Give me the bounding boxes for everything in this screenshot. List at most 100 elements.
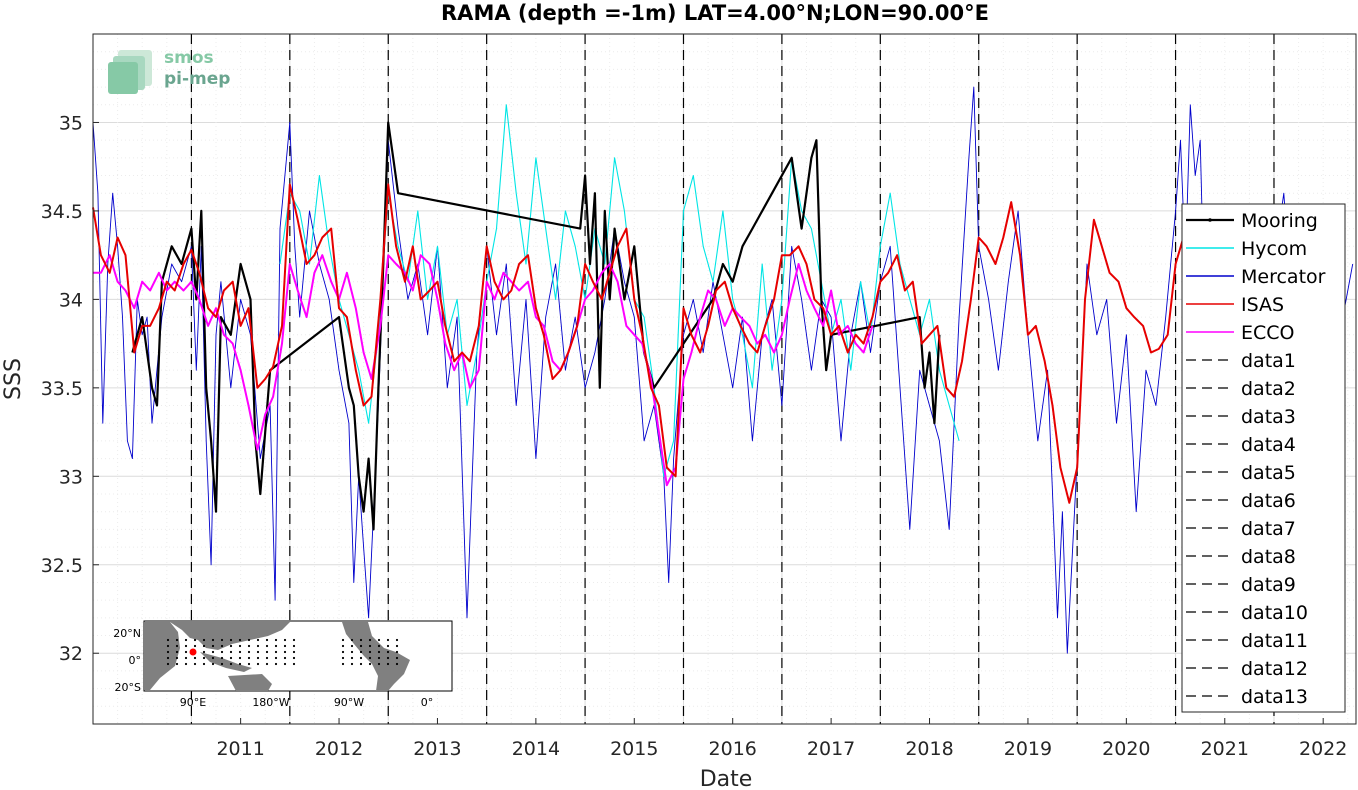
map-dot — [238, 650, 242, 654]
x-tick-label: 2014 — [512, 738, 560, 760]
map-dot — [341, 638, 345, 642]
map-dot — [368, 656, 372, 660]
map-dot — [238, 662, 242, 666]
map-dot — [247, 650, 251, 654]
y-tick-label: 33 — [59, 466, 83, 488]
x-tick-label: 2018 — [905, 738, 953, 760]
legend-label-data6: data6 — [1241, 490, 1296, 512]
inset-map-land-americas — [342, 622, 410, 691]
map-dot — [386, 650, 390, 654]
map-dot — [256, 656, 260, 660]
map-dot — [193, 662, 197, 666]
map-dot — [238, 656, 242, 660]
map-lon-label-0: 0° — [421, 696, 434, 709]
legend-label-hycom: Hycom — [1241, 238, 1307, 260]
map-dot — [229, 644, 233, 648]
y-tick-label: 32 — [59, 643, 83, 665]
map-dot — [350, 650, 354, 654]
legend-label-data11: data11 — [1241, 630, 1308, 652]
logo-text-smos: smos — [164, 48, 214, 68]
y-tick-label: 32.5 — [41, 555, 83, 577]
map-dot — [211, 662, 215, 666]
map-dot — [368, 644, 372, 648]
map-dot — [377, 644, 381, 648]
map-dot — [238, 638, 242, 642]
x-tick-label: 2017 — [807, 738, 855, 760]
smos-pimep-logo: smos pi-mep — [108, 48, 230, 94]
map-dot — [256, 638, 260, 642]
map-lat-label-20n: 20°N — [113, 627, 141, 640]
map-dot — [220, 656, 224, 660]
map-dot — [184, 638, 188, 642]
y-tick-label: 34.5 — [41, 201, 83, 223]
legend-label-data10: data10 — [1241, 602, 1308, 624]
map-dot — [292, 650, 296, 654]
legend-label-isas: ISAS — [1241, 294, 1284, 316]
map-dot — [166, 662, 170, 666]
map-dot — [359, 656, 363, 660]
map-dot — [386, 662, 390, 666]
map-dot — [211, 656, 215, 660]
map-dot — [350, 638, 354, 642]
series-ecco-line — [93, 254, 874, 487]
map-dot — [341, 662, 345, 666]
legend: Mooring Hycom Mercator ISAS ECCO data1 data2 da… — [1181, 203, 1346, 713]
map-dot — [292, 644, 296, 648]
map-dot — [274, 650, 278, 654]
series-mooring-line — [131, 121, 941, 531]
inset-map: 20°N 0° 20°S 90°E 180°W 90°W 0° — [113, 620, 453, 709]
year-marker-lines — [190, 34, 1275, 724]
map-dot — [395, 638, 399, 642]
y-tick-label: 34 — [59, 289, 83, 311]
x-tick-labels: 2011 2012 2013 2014 2015 2016 2017 2018 2019 2020… — [216, 718, 1347, 760]
map-dot — [175, 638, 179, 642]
map-dot — [166, 644, 170, 648]
map-dot — [211, 644, 215, 648]
map-dot — [211, 650, 215, 654]
x-tick-label: 2013 — [413, 738, 461, 760]
x-tick-label: 2020 — [1102, 738, 1150, 760]
map-dot — [265, 644, 269, 648]
map-dot — [395, 662, 399, 666]
logo-mark-front — [108, 62, 138, 94]
map-dot — [265, 638, 269, 642]
x-tick-label: 2021 — [1201, 738, 1249, 760]
legend-label-data9: data9 — [1241, 574, 1296, 596]
map-dot — [202, 656, 206, 660]
legend-box — [1181, 203, 1346, 713]
map-dot — [395, 644, 399, 648]
x-tick-label: 2019 — [1004, 738, 1052, 760]
map-dot — [350, 644, 354, 648]
map-dot — [247, 638, 251, 642]
y-axis-label: SSS — [1, 358, 26, 400]
inset-map-land-australia — [228, 674, 272, 691]
map-dot — [256, 662, 260, 666]
map-dot — [377, 656, 381, 660]
map-dot — [193, 638, 197, 642]
map-dot — [292, 656, 296, 660]
map-lat-label-0: 0° — [129, 654, 142, 667]
map-dot — [166, 638, 170, 642]
map-dot — [386, 644, 390, 648]
map-dot — [395, 650, 399, 654]
map-dot — [341, 650, 345, 654]
map-dot — [229, 656, 233, 660]
map-lon-label-90w: 90°W — [334, 696, 364, 709]
map-dot — [220, 638, 224, 642]
inset-map-land-africa — [144, 622, 180, 690]
map-dot — [350, 656, 354, 660]
map-dot — [184, 662, 188, 666]
map-dot — [229, 638, 233, 642]
map-dot — [220, 662, 224, 666]
map-dot — [368, 662, 372, 666]
x-tick-label: 2012 — [315, 738, 363, 760]
map-dot — [202, 638, 206, 642]
inset-map-station-marker — [189, 648, 197, 656]
map-dot — [184, 644, 188, 648]
legend-label-data3: data3 — [1241, 406, 1296, 428]
map-dot — [166, 650, 170, 654]
map-dot — [341, 656, 345, 660]
chart-title: RAMA (depth =-1m) LAT=4.00°N;LON=90.00°E — [441, 1, 989, 25]
map-dot — [359, 644, 363, 648]
